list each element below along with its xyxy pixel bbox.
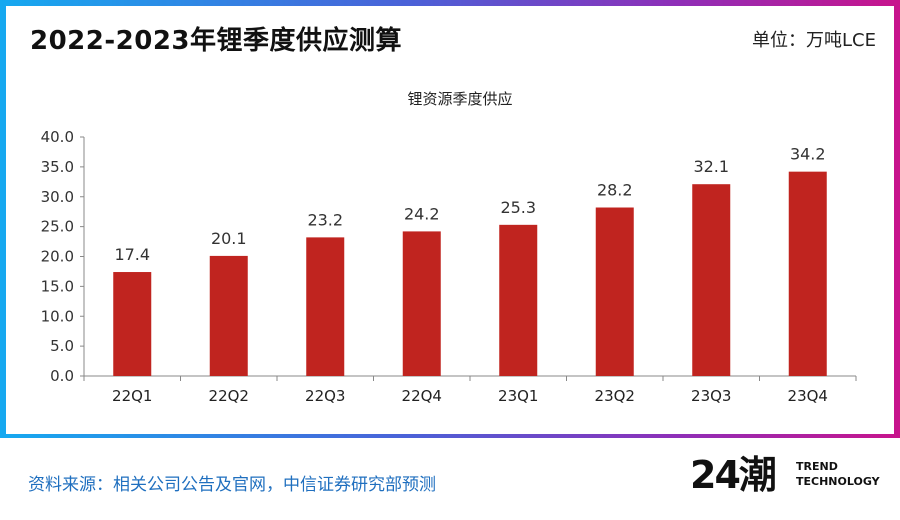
bar <box>595 207 634 376</box>
y-tick-label: 25.0 <box>41 218 74 236</box>
bar <box>499 224 538 376</box>
bar <box>209 255 248 376</box>
x-tick-label: 23Q4 <box>788 387 828 405</box>
logo-line-technology: TECHNOLOGY <box>796 475 880 488</box>
x-tick-label: 23Q2 <box>595 387 635 405</box>
data-label: 24.2 <box>404 204 440 223</box>
x-tick-label: 22Q2 <box>209 387 249 405</box>
data-label: 23.2 <box>307 210 343 229</box>
x-tick-label: 22Q1 <box>112 387 152 405</box>
logo-wordmark: TREND TECHNOLOGY <box>796 459 880 489</box>
logo-line-trend: TREND <box>796 460 838 473</box>
data-label: 28.2 <box>597 181 633 200</box>
y-tick-label: 20.0 <box>41 248 74 266</box>
y-tick-label: 30.0 <box>41 188 74 206</box>
y-tick-label: 5.0 <box>50 337 74 355</box>
logo-mark: 24潮 <box>690 453 777 497</box>
bar <box>788 171 827 376</box>
bar <box>692 184 731 376</box>
y-tick-label: 40.0 <box>41 128 74 146</box>
brand-logo: 24潮 TREND TECHNOLOGY <box>690 450 880 500</box>
bar <box>306 237 345 376</box>
y-tick-label: 10.0 <box>41 307 74 325</box>
unit-label: 单位：万吨LCE <box>752 30 876 51</box>
y-tick-label: 15.0 <box>41 277 74 295</box>
data-label: 20.1 <box>211 229 247 248</box>
data-label: 32.1 <box>693 157 729 176</box>
bar <box>402 231 441 376</box>
y-tick-label: 0.0 <box>50 367 74 385</box>
source-note: 资料来源：相关公司公告及官网，中信证券研究部预测 <box>28 475 436 495</box>
chart-title: 锂资源季度供应 <box>407 90 512 108</box>
y-tick-label: 35.0 <box>41 158 74 176</box>
x-tick-label: 23Q3 <box>691 387 731 405</box>
bar <box>113 272 152 376</box>
data-label: 34.2 <box>790 145 826 164</box>
x-tick-label: 22Q4 <box>402 387 442 405</box>
content-panel <box>6 6 894 434</box>
bar-chart: 锂资源季度供应 0.0 5.0 10.0 15.0 20.0 25.0 30.0 35.0 40.… <box>41 90 857 405</box>
x-tick-label: 22Q3 <box>305 387 345 405</box>
data-label: 25.3 <box>500 198 536 217</box>
data-label: 17.4 <box>114 245 150 264</box>
page-title: 2022-2023年锂季度供应测算 <box>30 26 403 56</box>
x-tick-label: 23Q1 <box>498 387 538 405</box>
